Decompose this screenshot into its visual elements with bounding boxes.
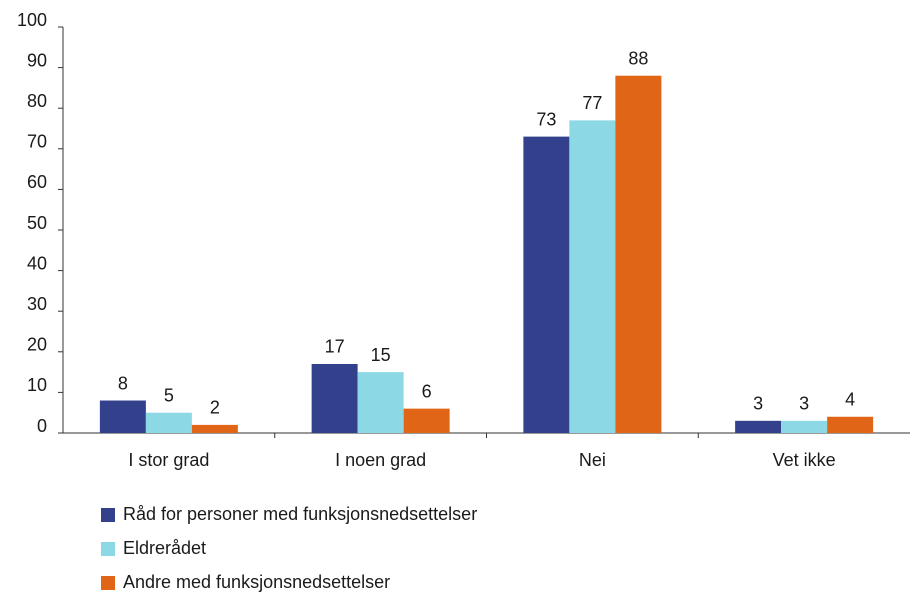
legend-swatch: [101, 576, 115, 590]
y-tick-label: 20: [27, 335, 47, 355]
data-label: 8: [118, 373, 128, 393]
bar: [145, 412, 192, 433]
y-tick-label: 70: [27, 132, 47, 152]
x-tick-label: Vet ikke: [773, 450, 836, 470]
y-tick-label: 60: [27, 172, 47, 192]
y-tick-label: 80: [27, 91, 47, 111]
bar: [569, 120, 616, 433]
data-label: 88: [628, 48, 648, 68]
data-label: 5: [164, 385, 174, 405]
y-tick-label: 100: [17, 10, 47, 30]
data-label: 15: [371, 345, 391, 365]
x-tick-label: I noen grad: [335, 450, 426, 470]
y-tick-label: 50: [27, 213, 47, 233]
bar: [357, 372, 404, 433]
y-tick-label: 90: [27, 50, 47, 70]
legend-swatch: [101, 542, 115, 556]
y-tick-label: 30: [27, 294, 47, 314]
bar: [403, 408, 450, 433]
bar: [99, 400, 146, 433]
bar: [735, 420, 782, 433]
data-label: 73: [536, 109, 556, 129]
legend-swatch: [101, 508, 115, 522]
data-label: 6: [422, 381, 432, 401]
data-label: 3: [799, 394, 809, 414]
y-tick-label: 10: [27, 375, 47, 395]
data-label: 3: [753, 394, 763, 414]
legend-label: Råd for personer med funksjonsnedsettels…: [123, 504, 477, 524]
data-label: 2: [210, 398, 220, 418]
y-tick-label: 40: [27, 253, 47, 273]
bar: [615, 75, 662, 433]
bar: [781, 420, 828, 433]
bar: [311, 363, 358, 433]
x-tick-label: Nei: [579, 450, 606, 470]
bar: [827, 416, 874, 433]
data-label: 4: [845, 390, 855, 410]
y-tick-label: 0: [37, 416, 47, 436]
bar: [523, 136, 570, 433]
data-label: 17: [325, 337, 345, 357]
legend-label: Andre med funksjonsnedsettelser: [123, 572, 390, 592]
bar: [191, 424, 238, 433]
x-tick-label: I stor grad: [128, 450, 209, 470]
data-label: 77: [582, 93, 602, 113]
legend-label: Eldrerådet: [123, 538, 206, 558]
